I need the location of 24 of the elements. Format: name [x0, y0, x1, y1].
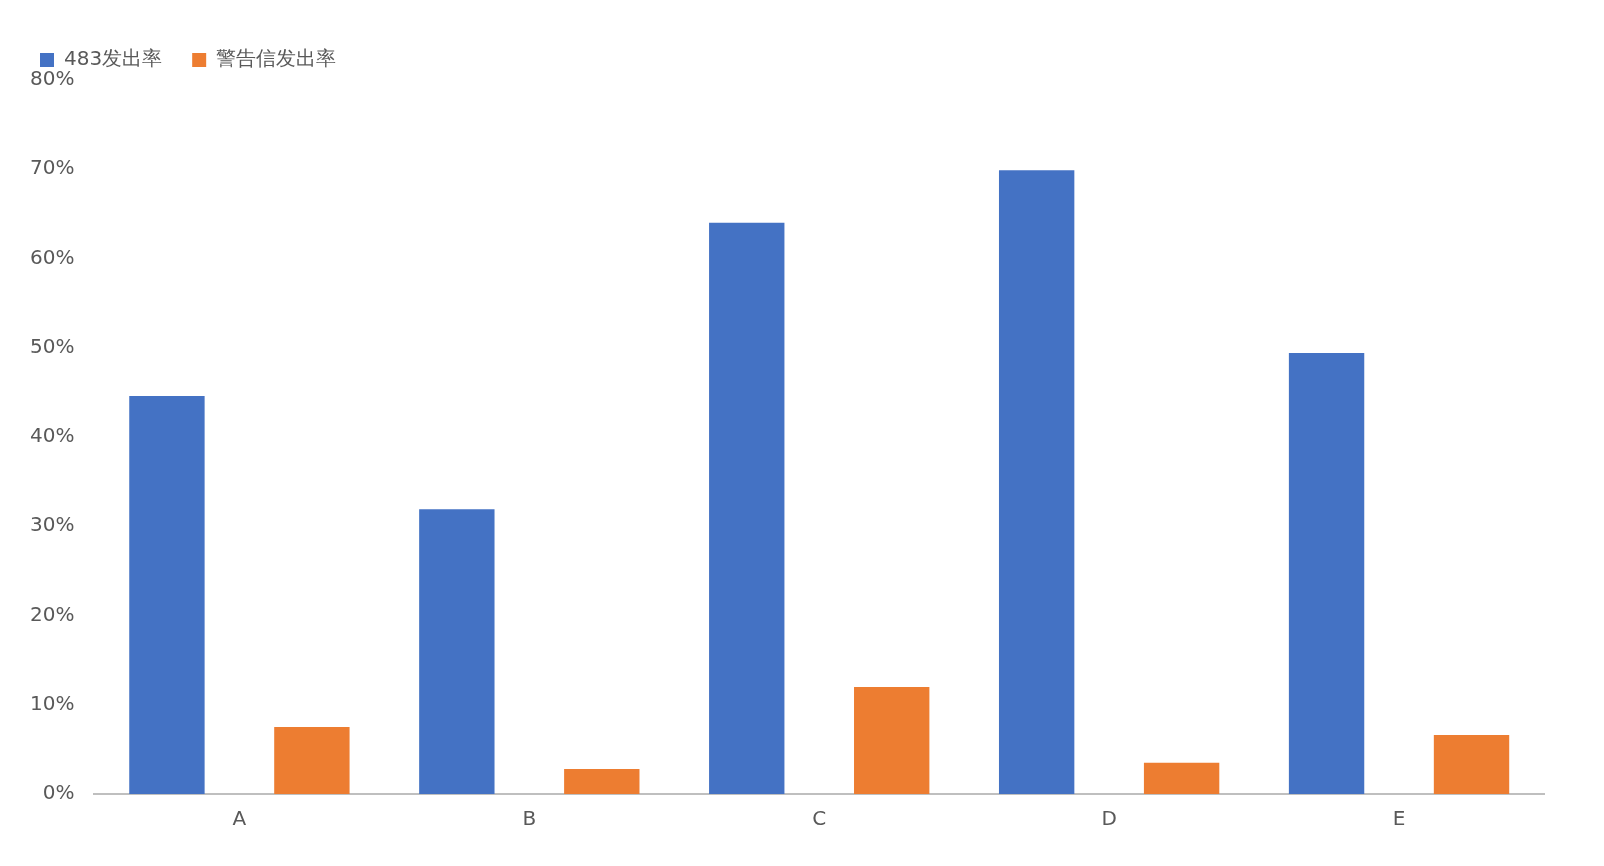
bar [419, 509, 495, 794]
bar [129, 395, 205, 794]
bar [1288, 353, 1365, 794]
bar [854, 686, 930, 794]
x-tick-label: B [522, 806, 537, 831]
y-tick-label: 10% [30, 690, 75, 715]
y-tick-label: 20% [30, 601, 75, 626]
bar [1143, 762, 1220, 794]
y-tick-label: 0% [42, 780, 75, 805]
x-tick-label: C [812, 806, 827, 831]
y-tick-label: 60% [30, 244, 75, 269]
y-tick-label: 50% [30, 333, 75, 358]
bar [709, 222, 785, 794]
y-tick-label: 30% [30, 512, 75, 537]
y-tick-label: 70% [30, 155, 75, 180]
x-tick-label: D [1101, 806, 1117, 831]
x-tick-label: A [232, 806, 247, 831]
bar [564, 769, 640, 794]
bar [998, 170, 1075, 794]
y-tick-label: 40% [30, 423, 75, 448]
legend-label: 警告信发出率 [216, 46, 337, 71]
x-tick-label: E [1392, 806, 1406, 831]
bar [1433, 735, 1510, 794]
bar [274, 727, 350, 794]
